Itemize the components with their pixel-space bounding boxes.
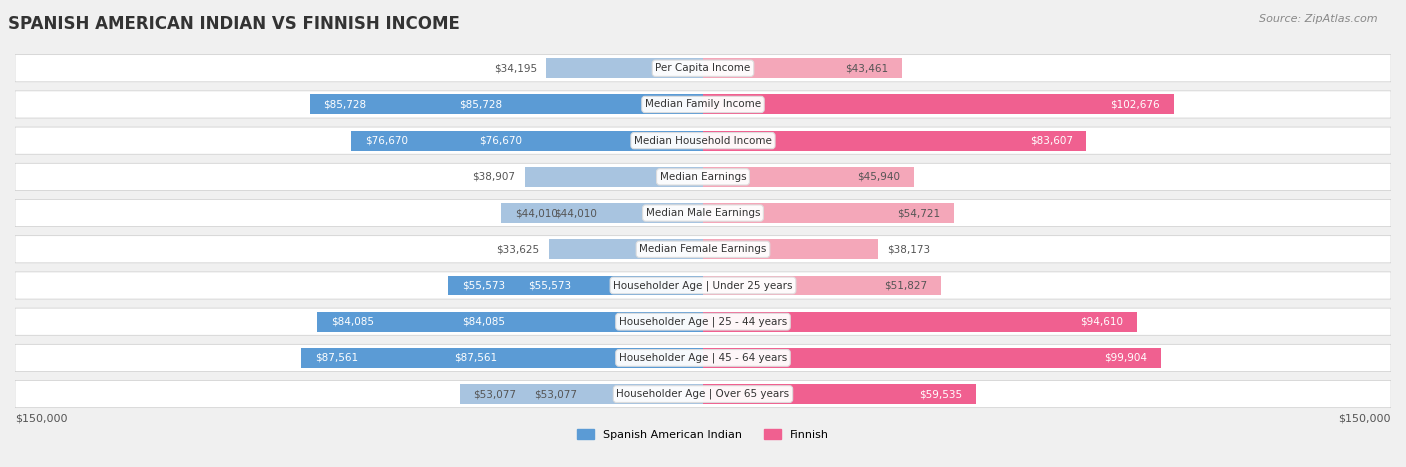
FancyBboxPatch shape — [15, 55, 1391, 82]
Text: $76,670: $76,670 — [479, 135, 523, 146]
FancyBboxPatch shape — [15, 236, 1391, 263]
Text: $55,573: $55,573 — [527, 281, 571, 290]
Bar — [548, 239, 703, 259]
Text: $102,676: $102,676 — [1111, 99, 1160, 109]
Bar — [703, 239, 879, 259]
Text: Median Male Earnings: Median Male Earnings — [645, 208, 761, 218]
Text: $150,000: $150,000 — [1339, 414, 1391, 424]
Text: $53,077: $53,077 — [534, 389, 576, 399]
Bar — [703, 131, 1087, 150]
FancyBboxPatch shape — [15, 199, 1391, 226]
Text: $33,625: $33,625 — [496, 244, 540, 254]
Text: $44,010: $44,010 — [554, 208, 598, 218]
Text: Median Earnings: Median Earnings — [659, 172, 747, 182]
Text: Householder Age | 25 - 44 years: Householder Age | 25 - 44 years — [619, 317, 787, 327]
Text: $45,940: $45,940 — [856, 172, 900, 182]
FancyBboxPatch shape — [15, 344, 1391, 371]
Bar — [501, 203, 703, 223]
Text: $87,561: $87,561 — [454, 353, 498, 363]
Bar — [524, 167, 703, 187]
Bar — [309, 94, 703, 114]
Bar — [460, 384, 703, 404]
Text: $34,195: $34,195 — [494, 63, 537, 73]
Bar — [318, 312, 703, 332]
Text: Householder Age | 45 - 64 years: Householder Age | 45 - 64 years — [619, 353, 787, 363]
Text: $84,085: $84,085 — [463, 317, 506, 327]
FancyBboxPatch shape — [15, 163, 1391, 191]
Text: $85,728: $85,728 — [323, 99, 367, 109]
Bar — [703, 94, 1174, 114]
Bar — [703, 348, 1161, 368]
Text: $85,728: $85,728 — [458, 99, 502, 109]
Bar — [546, 58, 703, 78]
Bar — [703, 384, 976, 404]
FancyBboxPatch shape — [15, 381, 1391, 408]
Text: $51,827: $51,827 — [884, 281, 927, 290]
Text: $38,173: $38,173 — [887, 244, 931, 254]
Text: $55,573: $55,573 — [461, 281, 505, 290]
Text: $99,904: $99,904 — [1105, 353, 1147, 363]
Text: Median Household Income: Median Household Income — [634, 135, 772, 146]
Text: $83,607: $83,607 — [1029, 135, 1073, 146]
Text: Per Capita Income: Per Capita Income — [655, 63, 751, 73]
Text: $84,085: $84,085 — [330, 317, 374, 327]
Bar — [352, 131, 703, 150]
FancyBboxPatch shape — [15, 91, 1391, 118]
Text: Source: ZipAtlas.com: Source: ZipAtlas.com — [1260, 14, 1378, 24]
Bar — [703, 276, 941, 296]
FancyBboxPatch shape — [15, 272, 1391, 299]
Text: $87,561: $87,561 — [315, 353, 359, 363]
Text: $59,535: $59,535 — [920, 389, 962, 399]
Text: $44,010: $44,010 — [515, 208, 558, 218]
Text: $54,721: $54,721 — [897, 208, 941, 218]
Text: Median Female Earnings: Median Female Earnings — [640, 244, 766, 254]
Bar — [703, 58, 903, 78]
Text: Householder Age | Over 65 years: Householder Age | Over 65 years — [616, 389, 790, 399]
Text: $76,670: $76,670 — [366, 135, 408, 146]
Bar — [703, 312, 1137, 332]
Bar — [703, 203, 955, 223]
Text: $150,000: $150,000 — [15, 414, 67, 424]
Text: $43,461: $43,461 — [845, 63, 889, 73]
FancyBboxPatch shape — [15, 127, 1391, 154]
Text: $94,610: $94,610 — [1080, 317, 1123, 327]
Text: $38,907: $38,907 — [472, 172, 516, 182]
Bar — [449, 276, 703, 296]
Bar — [301, 348, 703, 368]
Text: Householder Age | Under 25 years: Householder Age | Under 25 years — [613, 280, 793, 291]
Bar — [703, 167, 914, 187]
Text: Median Family Income: Median Family Income — [645, 99, 761, 109]
Text: SPANISH AMERICAN INDIAN VS FINNISH INCOME: SPANISH AMERICAN INDIAN VS FINNISH INCOM… — [8, 15, 460, 33]
Text: $53,077: $53,077 — [474, 389, 516, 399]
FancyBboxPatch shape — [15, 308, 1391, 335]
Legend: Spanish American Indian, Finnish: Spanish American Indian, Finnish — [572, 425, 834, 444]
